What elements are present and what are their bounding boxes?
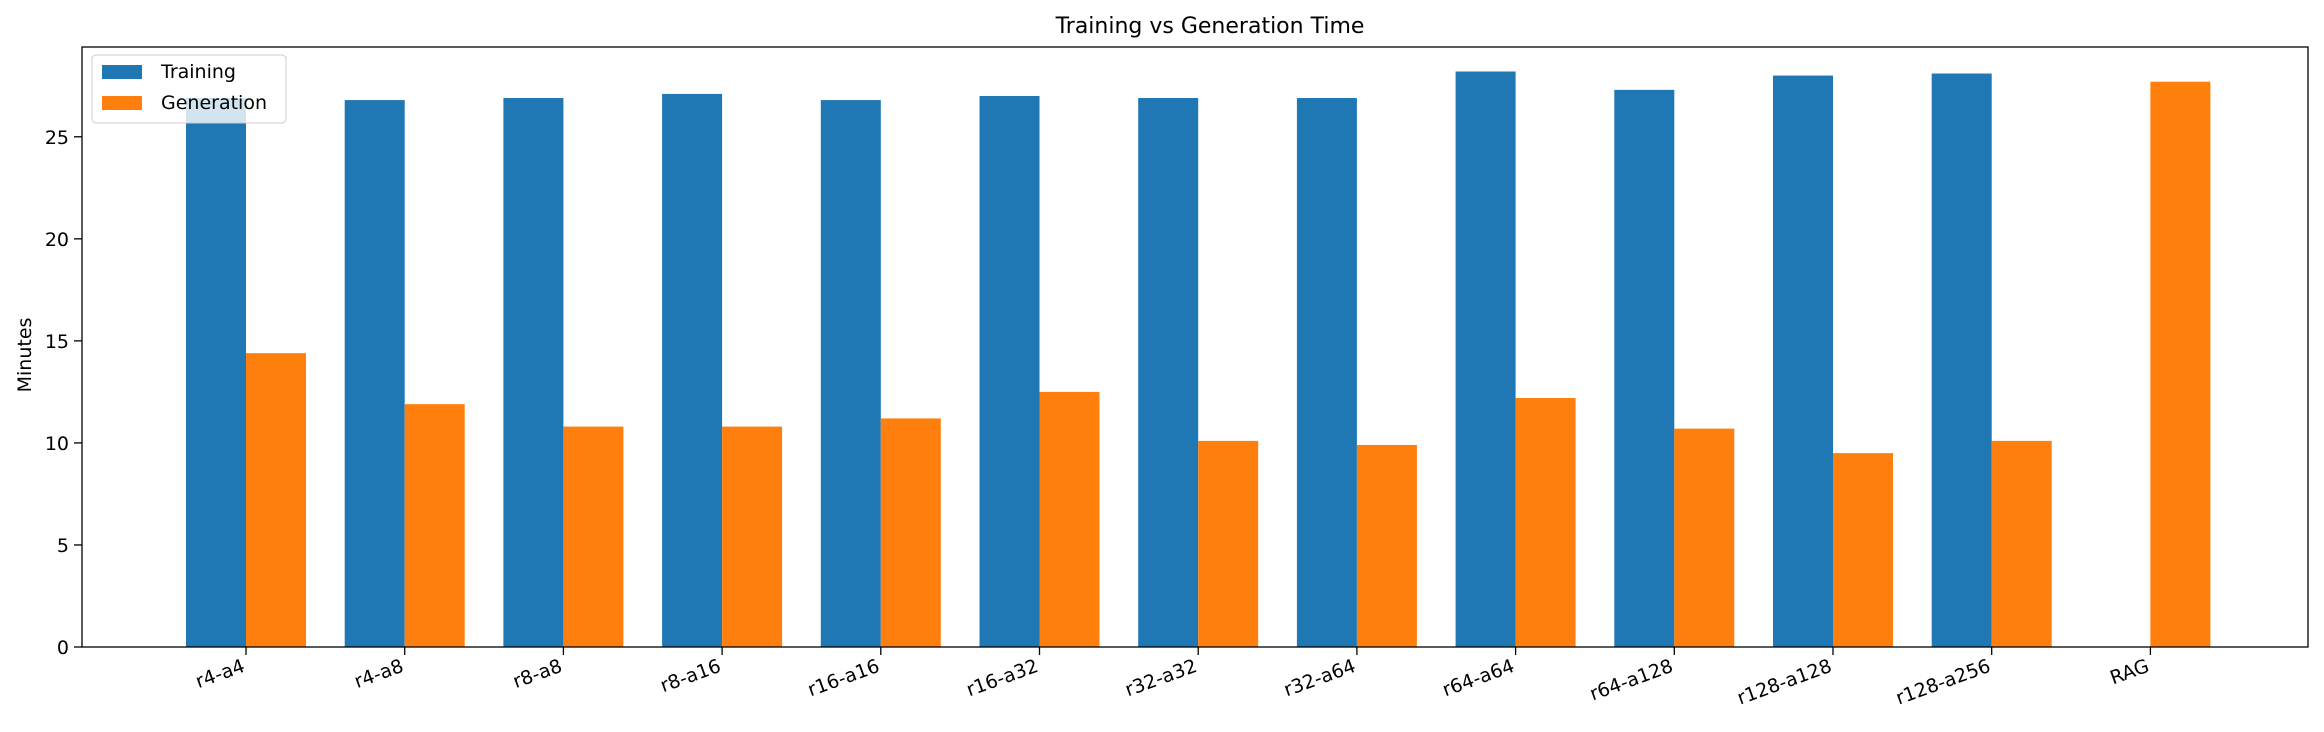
- bar-training-r64-a64: [1455, 71, 1516, 647]
- x-tick-label-r16-a32: r16-a32: [964, 655, 1042, 701]
- bar-generation-r64-a128: [1674, 428, 1735, 647]
- bar-training-r8-a16: [662, 93, 723, 647]
- legend-swatch-training: [102, 65, 142, 79]
- y-tick-label: 5: [57, 535, 69, 557]
- bar-training-r32-a64: [1296, 98, 1357, 648]
- y-axis-label: Minutes: [14, 318, 36, 393]
- chart-title: Training vs Generation Time: [1055, 14, 1365, 39]
- x-tick-label-r128-a128: r128-a128: [1734, 655, 1834, 709]
- x-tick-label-r16-a16: r16-a16: [805, 655, 883, 701]
- bars-group: [186, 71, 2211, 648]
- x-tick-label-r8-a8: r8-a8: [510, 655, 565, 693]
- y-tick-label: 15: [45, 331, 69, 353]
- bar-training-r128-a128: [1773, 75, 1833, 648]
- bar-generation-rag: [2150, 81, 2211, 648]
- x-tick-label-r128-a256: r128-a256: [1893, 655, 1993, 709]
- x-tick-label-rag: RAG: [2107, 655, 2152, 689]
- bar-generation-r8-a16: [722, 426, 783, 647]
- bar-training-r32-a32: [1138, 98, 1199, 648]
- bar-generation-r32-a64: [1356, 444, 1417, 647]
- bar-generation-r16-a16: [880, 418, 941, 647]
- bar-training-r16-a32: [979, 95, 1040, 647]
- bar-generation-r128-a128: [1833, 453, 1893, 647]
- x-ticks: r4-a4 r4-a8 r8-a8 r8-a16 r16-a16 r16-a32 r32-a…: [193, 647, 2152, 710]
- legend-label-generation: Generation: [161, 92, 267, 114]
- legend: Training Generation: [91, 54, 287, 124]
- bar-generation-r32-a32: [1198, 440, 1259, 647]
- bar-training-r16-a16: [820, 100, 881, 648]
- bar-generation-r8-a8: [563, 426, 624, 647]
- bar-generation-r64-a64: [1515, 398, 1576, 647]
- x-tick-label-r4-a4: r4-a4: [193, 655, 248, 693]
- x-tick-label-r8-a16: r8-a16: [657, 655, 723, 697]
- y-tick-label: 25: [45, 127, 69, 149]
- bar-training-r4-a4: [186, 98, 246, 648]
- x-tick-label-r4-a8: r4-a8: [351, 655, 406, 693]
- x-tick-label-r32-a64: r32-a64: [1281, 655, 1359, 701]
- x-tick-label-r64-a64: r64-a64: [1440, 655, 1518, 701]
- bar-generation-r128-a256: [1991, 440, 2052, 647]
- legend-label-training: Training: [160, 61, 236, 83]
- y-tick-label: 0: [57, 637, 69, 659]
- bar-generation-r4-a4: [246, 353, 306, 647]
- bar-generation-r16-a32: [1039, 391, 1100, 647]
- bar-training-r128-a256: [1931, 73, 1992, 647]
- x-tick-label-r32-a32: r32-a32: [1122, 655, 1200, 701]
- bar-training-r64-a128: [1614, 89, 1675, 648]
- plot-frame: [81, 46, 2309, 648]
- bar-generation-r4-a8: [404, 404, 465, 647]
- bar-training-r4-a8: [344, 100, 405, 648]
- bar-training-r8-a8: [503, 98, 564, 648]
- y-ticks: 0 5 10 15 20 25: [45, 127, 82, 659]
- x-tick-label-r64-a128: r64-a128: [1587, 655, 1676, 705]
- y-tick-label: 20: [45, 229, 69, 251]
- y-tick-label: 10: [45, 433, 69, 455]
- legend-swatch-generation: [102, 96, 142, 110]
